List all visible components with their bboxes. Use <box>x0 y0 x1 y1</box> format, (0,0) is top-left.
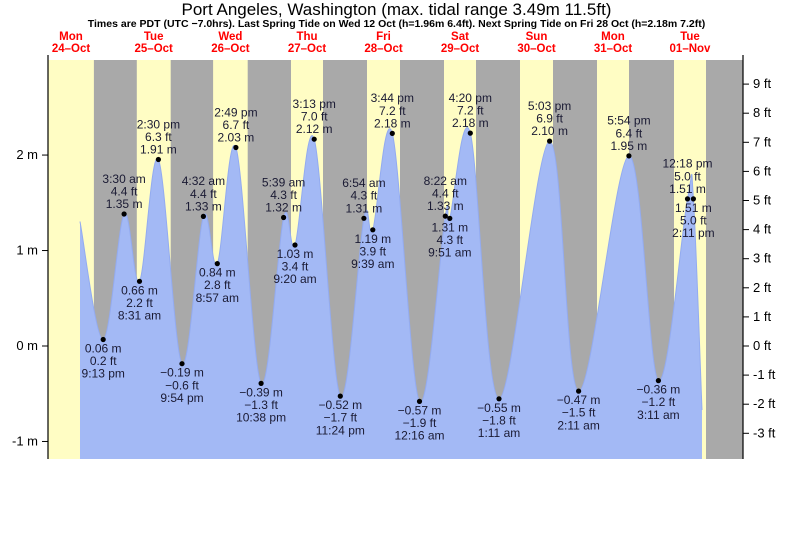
svg-text:3:11 am: 3:11 am <box>637 408 679 422</box>
svg-text:2.03 m: 2.03 m <box>218 131 255 145</box>
svg-text:1.51 m: 1.51 m <box>669 182 706 196</box>
svg-text:9:54 pm: 9:54 pm <box>160 391 203 405</box>
svg-text:2 ft: 2 ft <box>753 280 771 295</box>
svg-text:0 m: 0 m <box>16 338 38 353</box>
svg-text:0 ft: 0 ft <box>753 338 771 353</box>
svg-text:7 ft: 7 ft <box>753 134 771 149</box>
svg-text:3 ft: 3 ft <box>753 251 771 266</box>
svg-text:6 ft: 6 ft <box>753 163 771 178</box>
svg-text:-3 ft: -3 ft <box>753 425 776 440</box>
svg-text:-1 m: -1 m <box>12 433 38 448</box>
svg-text:1 ft: 1 ft <box>753 309 771 324</box>
svg-text:2.10 m: 2.10 m <box>531 124 568 138</box>
svg-text:1.91 m: 1.91 m <box>140 143 177 157</box>
svg-text:2:11 pm: 2:11 pm <box>672 226 714 240</box>
svg-text:1:11 am: 1:11 am <box>478 426 520 440</box>
svg-text:11:24 pm: 11:24 pm <box>316 423 365 437</box>
svg-text:2.18 m: 2.18 m <box>374 116 411 130</box>
svg-text:1 m: 1 m <box>16 243 38 258</box>
svg-text:4 ft: 4 ft <box>753 222 771 237</box>
svg-text:-1 ft: -1 ft <box>753 367 776 382</box>
svg-text:8:31 am: 8:31 am <box>118 309 161 323</box>
svg-text:8:57 am: 8:57 am <box>196 291 239 305</box>
svg-text:12:16 am: 12:16 am <box>394 429 444 443</box>
svg-text:1.33 m: 1.33 m <box>185 199 222 213</box>
svg-text:5 ft: 5 ft <box>753 193 771 208</box>
svg-text:-2 ft: -2 ft <box>753 396 776 411</box>
svg-text:9:39 am: 9:39 am <box>351 257 394 271</box>
svg-text:2.12 m: 2.12 m <box>296 122 333 136</box>
svg-text:1.31 m: 1.31 m <box>346 201 383 215</box>
svg-text:9:51 am: 9:51 am <box>428 246 471 260</box>
svg-text:10:38 pm: 10:38 pm <box>236 411 286 425</box>
svg-text:1.33 m: 1.33 m <box>427 199 464 213</box>
svg-text:2:11 am: 2:11 am <box>557 418 599 432</box>
svg-text:9 ft: 9 ft <box>753 76 771 91</box>
svg-text:8 ft: 8 ft <box>753 105 771 120</box>
svg-text:9:13 pm: 9:13 pm <box>82 367 125 381</box>
svg-text:1.95 m: 1.95 m <box>611 139 648 153</box>
svg-text:1.32 m: 1.32 m <box>265 201 302 215</box>
svg-text:2 m: 2 m <box>16 147 38 162</box>
svg-text:1.35 m: 1.35 m <box>106 197 143 211</box>
svg-text:2.18 m: 2.18 m <box>452 116 489 130</box>
svg-text:9:20 am: 9:20 am <box>273 272 316 286</box>
